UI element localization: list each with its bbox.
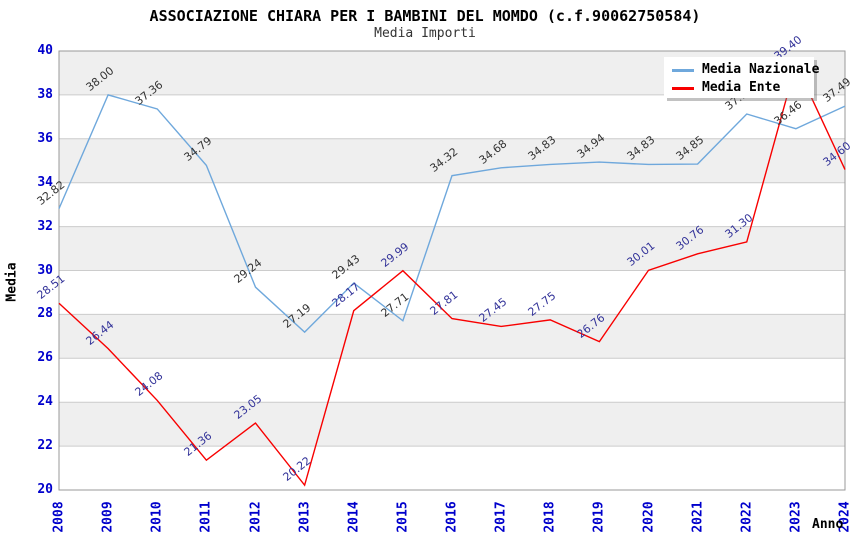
y-tick-label: 32	[37, 218, 53, 234]
x-axis-title: Anno	[812, 517, 844, 532]
series-line-media-ente	[58, 62, 846, 487]
legend-item-media-nazionale: Media Nazionale	[672, 61, 819, 79]
x-tick-label: 2010	[149, 501, 165, 533]
plot-band	[59, 402, 845, 447]
x-tick-label: 2017	[493, 501, 509, 533]
plot-band	[59, 358, 845, 403]
y-tick-label: 24	[37, 394, 53, 410]
y-tick-label: 40	[37, 43, 53, 58]
media-nazionale-line-swatch-icon	[672, 68, 694, 72]
y-tick-label: 20	[37, 482, 53, 497]
series-line-media-nazionale	[58, 94, 846, 334]
chart-title: ASSOCIAZIONE CHIARA PER I BAMBINI DEL MO…	[149, 7, 701, 25]
legend-label: Media Nazionale	[702, 62, 820, 77]
plot-band	[59, 270, 845, 315]
plot-border	[58, 50, 846, 491]
x-tick-label: 2023	[788, 501, 804, 533]
chart-legend: Media Nazionale Media Ente	[664, 57, 819, 98]
plot-band	[59, 182, 845, 227]
plot-band	[59, 94, 845, 139]
x-tick-label: 2015	[395, 501, 411, 533]
x-tick-label: 2021	[690, 501, 706, 533]
y-tick-label: 28	[37, 306, 53, 322]
x-tick-label: 2014	[346, 501, 362, 533]
y-tick-label: 38	[37, 86, 53, 102]
y-tick-label: 30	[37, 262, 53, 278]
x-tick-label: 2012	[248, 501, 263, 533]
plot-band	[59, 446, 845, 490]
x-tick-label: 2011	[198, 501, 214, 533]
plot-band	[59, 226, 845, 271]
x-tick-label: 2008	[51, 501, 67, 533]
x-tick-label: 2020	[641, 501, 656, 533]
legend-label: Media Ente	[702, 80, 781, 95]
legend-item-media-ente: Media Ente	[672, 79, 814, 97]
y-tick-label: 36	[37, 130, 53, 146]
y-tick-label: 34	[37, 174, 53, 190]
chart-subtitle: Media Importi	[374, 26, 476, 41]
x-tick-label: 2016	[444, 501, 460, 533]
x-tick-label: 2009	[100, 501, 116, 533]
x-tick-label: 2013	[297, 501, 313, 533]
x-tick-label: 2019	[591, 501, 607, 533]
x-tick-label: 2018	[542, 501, 558, 533]
plot-band	[59, 314, 845, 359]
media-ente-line-swatch-icon	[672, 86, 694, 90]
x-tick-label: 2022	[739, 501, 755, 533]
y-tick-label: 22	[37, 438, 53, 454]
y-tick-label: 26	[37, 350, 53, 366]
